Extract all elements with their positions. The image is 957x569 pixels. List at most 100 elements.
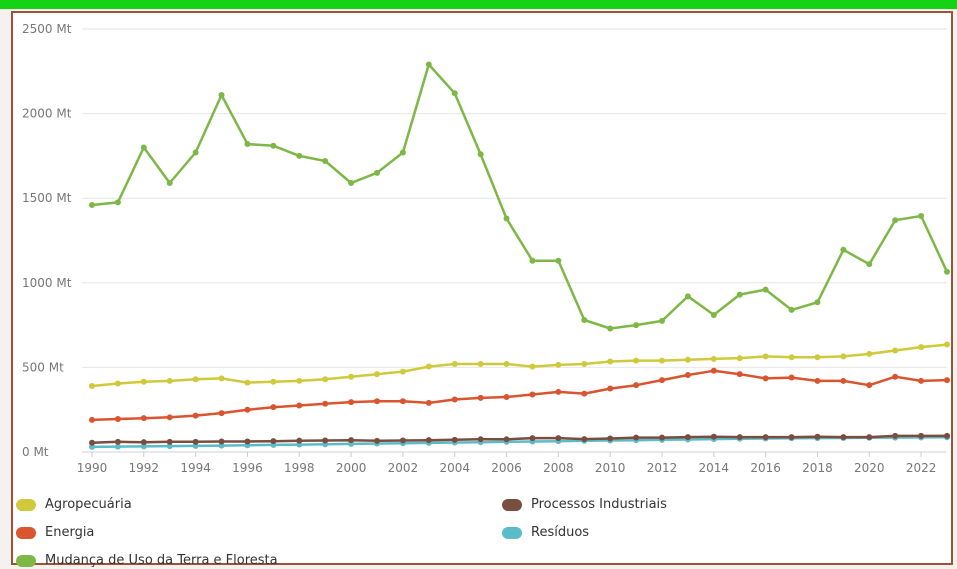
data-point — [944, 341, 950, 348]
legend-label-processos-industriais: Processos Industriais — [531, 497, 667, 512]
data-point — [736, 434, 743, 441]
data-point — [140, 443, 147, 450]
legend-item-agropecuaria[interactable]: Agropecuária — [16, 497, 132, 512]
legend-swatch-residuos — [502, 526, 522, 539]
data-point — [322, 376, 329, 383]
data-point — [892, 347, 899, 354]
data-point — [762, 375, 769, 382]
data-point — [555, 435, 562, 442]
data-point — [451, 396, 458, 403]
data-point — [840, 377, 847, 384]
data-point — [477, 436, 484, 443]
data-point — [918, 344, 925, 351]
data-point — [762, 353, 769, 360]
data-point — [684, 356, 691, 363]
data-point — [114, 438, 121, 445]
y-tick-label: 0 Mt — [22, 445, 49, 459]
data-point — [684, 372, 691, 379]
data-point — [425, 437, 432, 444]
data-point — [270, 378, 277, 385]
data-point — [892, 373, 899, 380]
y-tick-label: 2500 Mt — [22, 22, 72, 36]
legend-swatch-agropecuaria — [16, 498, 36, 511]
data-point — [89, 383, 95, 390]
data-point — [296, 152, 303, 159]
data-point — [166, 414, 173, 421]
data-point — [555, 361, 562, 368]
legend-swatch-mudanca-uso-terra — [16, 554, 36, 567]
data-point — [918, 212, 925, 219]
data-point — [348, 179, 355, 186]
data-point — [270, 438, 277, 445]
data-point — [736, 291, 743, 298]
legend-item-mudanca-uso-terra[interactable]: Mudança de Uso da Terra e Floresta — [16, 553, 278, 568]
data-point — [814, 354, 821, 361]
data-point — [633, 434, 640, 441]
x-tick-label: 2012 — [647, 461, 678, 475]
x-tick-label: 2002 — [388, 461, 419, 475]
data-point — [581, 436, 588, 443]
legend-item-processos-industriais[interactable]: Processos Industriais — [502, 497, 667, 512]
legend-swatch-energia — [16, 526, 36, 539]
data-point — [581, 317, 588, 324]
data-point — [114, 443, 121, 450]
data-point — [192, 438, 199, 445]
data-point — [348, 399, 355, 406]
data-point — [529, 391, 536, 398]
legend-item-residuos[interactable]: Resíduos — [502, 525, 589, 540]
data-point — [89, 443, 95, 450]
data-point — [425, 399, 432, 406]
data-point — [166, 377, 173, 384]
x-tick-label: 2006 — [491, 461, 522, 475]
data-point — [762, 434, 769, 441]
data-point — [348, 437, 355, 444]
data-point — [374, 371, 380, 378]
data-point — [710, 433, 717, 440]
x-tick-label: 1996 — [232, 461, 263, 475]
x-tick-label: 2022 — [906, 461, 937, 475]
data-point — [944, 268, 950, 275]
legend-label-energia: Energia — [45, 525, 95, 540]
data-point — [425, 61, 432, 68]
data-point — [374, 169, 380, 176]
data-point — [918, 377, 925, 384]
data-point — [218, 438, 225, 445]
data-point — [866, 434, 873, 441]
x-tick-label: 1992 — [129, 461, 160, 475]
data-point — [944, 432, 950, 439]
data-point — [374, 398, 380, 405]
data-point — [736, 355, 743, 362]
data-point — [710, 367, 717, 374]
data-point — [192, 149, 199, 156]
data-point — [607, 358, 614, 365]
x-tick-label: 2018 — [802, 461, 833, 475]
data-point — [477, 151, 484, 158]
data-point — [399, 398, 406, 405]
data-point — [451, 436, 458, 443]
data-point — [607, 435, 614, 442]
y-tick-label: 2000 Mt — [22, 107, 72, 121]
legend-item-energia[interactable]: Energia — [16, 525, 94, 540]
data-point — [166, 438, 173, 445]
data-point — [529, 257, 536, 264]
data-point — [814, 433, 821, 440]
data-point — [814, 377, 821, 384]
data-point — [296, 377, 303, 384]
data-point — [633, 357, 640, 364]
data-point — [89, 201, 95, 208]
data-point — [788, 374, 795, 381]
data-point — [270, 142, 277, 149]
data-point — [322, 157, 329, 164]
y-tick-label: 500 Mt — [22, 360, 64, 374]
data-point — [866, 382, 873, 389]
x-tick-label: 2004 — [439, 461, 470, 475]
data-point — [244, 406, 251, 413]
data-point — [892, 432, 899, 439]
data-point — [296, 402, 303, 409]
data-point — [114, 416, 121, 423]
data-point — [425, 363, 432, 370]
data-point — [736, 371, 743, 378]
series-line — [91, 343, 948, 388]
series-line — [91, 434, 947, 444]
data-point — [503, 215, 510, 222]
